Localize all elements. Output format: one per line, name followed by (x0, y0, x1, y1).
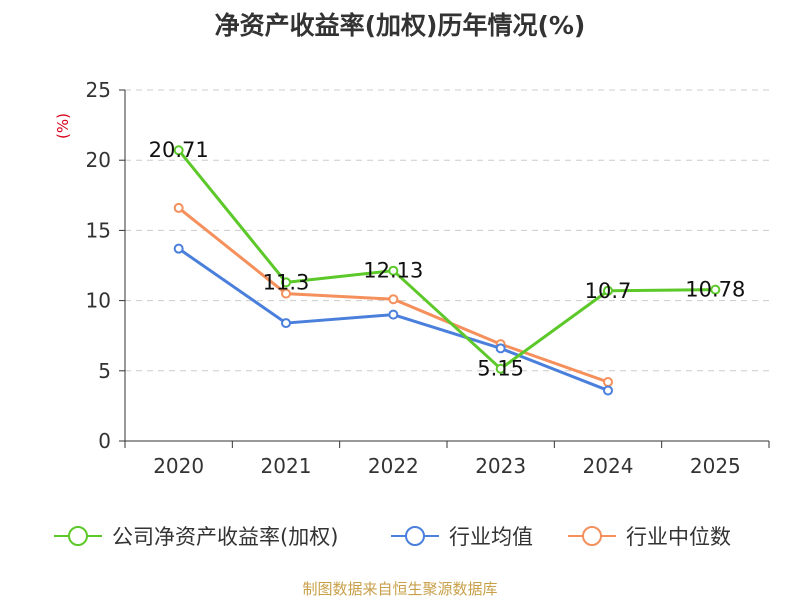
y-tick-label: 10 (86, 289, 111, 313)
data-point (495, 343, 506, 354)
data-label: 11.3 (263, 270, 310, 294)
data-point (388, 309, 399, 320)
x-tick-label: 2021 (261, 454, 312, 478)
data-point (388, 294, 399, 305)
y-tick-label: 5 (98, 359, 111, 383)
y-tick-label: 25 (86, 78, 111, 102)
series-line-0 (177, 149, 716, 371)
source-note: 制图数据来自恒生聚源数据库 (302, 580, 498, 598)
legend-label-company: 公司净资产收益率(加权) (112, 525, 339, 549)
data-point (603, 385, 613, 396)
data-point (281, 277, 291, 288)
data-point (173, 145, 184, 156)
x-tick-label: 2020 (153, 454, 204, 478)
y-tick-label: 20 (86, 148, 111, 172)
label-layer: 20.71 11.3 12.13 5.15 10.7 10.78 (149, 138, 746, 380)
y-axis-label: (%) (54, 113, 72, 139)
data-label: 10.7 (585, 279, 632, 303)
x-tick-label: 2023 (475, 454, 526, 478)
chart-title: 净资产收益率(加权)历年情况(%) (214, 11, 586, 40)
legend-marker-industry-median (568, 526, 616, 546)
legend-item-industry-median[interactable]: 行业中位数 (566, 521, 731, 551)
legend-label-industry-median: 行业中位数 (626, 525, 731, 549)
data-point (603, 377, 613, 388)
y-tick-label: 0 (98, 429, 111, 453)
data-label: 5.15 (477, 357, 524, 381)
data-label: 20.71 (149, 138, 209, 162)
data-point (495, 363, 506, 374)
x-tick-label: 2024 (583, 454, 634, 478)
data-point (173, 243, 184, 254)
data-point (173, 202, 184, 213)
data-label: 12.13 (363, 259, 423, 283)
data-point (388, 265, 399, 276)
legend-item-company[interactable]: 公司净资产收益率(加权) (52, 521, 338, 551)
data-point (710, 284, 721, 295)
data-point (281, 288, 291, 299)
data-point (603, 285, 613, 296)
series-layer (173, 145, 721, 396)
legend-label-industry-mean: 行业均值 (449, 525, 533, 549)
y-tick-label: 15 (86, 218, 111, 242)
x-tick-label: 2025 (690, 454, 741, 478)
legend-item-industry-mean[interactable]: 行业均值 (389, 521, 533, 551)
data-point (281, 318, 291, 329)
data-label: 10.78 (685, 278, 745, 302)
grid-layer (125, 89, 769, 372)
x-tick-label: 2022 (368, 454, 419, 478)
legend-marker-company (54, 526, 102, 546)
legend-marker-industry-mean (391, 526, 439, 546)
